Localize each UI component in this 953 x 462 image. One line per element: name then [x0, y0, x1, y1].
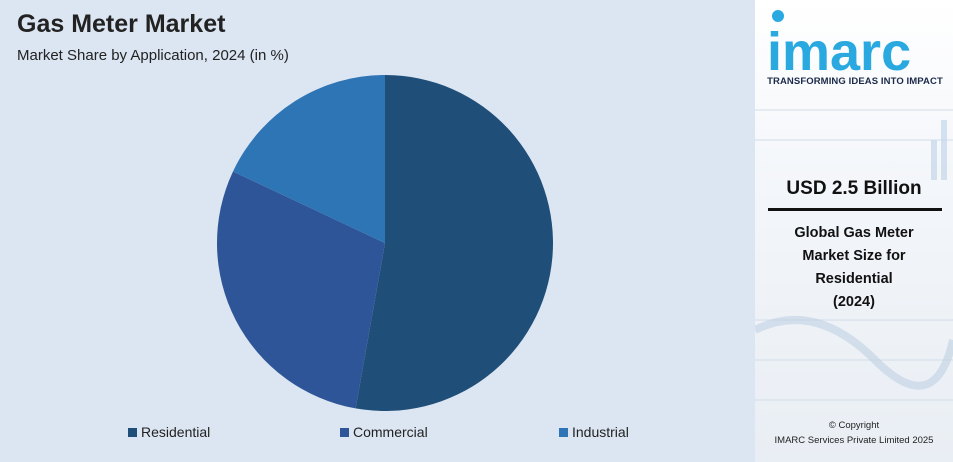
legend-label-residential: Residential — [141, 424, 211, 440]
pie-chart — [217, 74, 554, 411]
background-decoration — [755, 109, 953, 401]
copyright-line-2: IMARC Services Private Limited 2025 — [774, 435, 934, 446]
legend-swatch-commercial — [340, 427, 349, 437]
copyright-line-1: © Copyright — [828, 420, 880, 431]
chart-title: Gas Meter Market — [17, 10, 226, 38]
kpi-divider — [768, 208, 942, 211]
legend-item-commercial: Commercial — [340, 424, 428, 440]
kpi-desc-line-4: (2024) — [833, 294, 875, 310]
kpi-value: USD 2.5 Billion — [786, 178, 922, 199]
pie-slice-commercial — [217, 171, 385, 409]
logo-tagline: TRANSFORMING IDEAS INTO IMPACT — [767, 76, 943, 87]
copyright: © Copyright IMARC Services Private Limit… — [755, 418, 953, 448]
logo-wordmark: imarc — [767, 22, 911, 82]
kpi-desc-line-1: Global Gas Meter — [794, 225, 914, 241]
kpi-description: Global Gas Meter Market Size for Residen… — [755, 222, 953, 314]
kpi-desc-line-2: Market Size for — [802, 248, 906, 264]
pie-slice-industrial — [232, 74, 385, 243]
legend-item-industrial: Industrial — [559, 424, 629, 440]
chart-subtitle: Market Share by Application, 2024 (in %) — [17, 47, 289, 64]
pie-slice-residential — [355, 75, 554, 411]
legend-swatch-industrial — [559, 427, 568, 437]
chart-panel: Gas Meter Market Market Share by Applica… — [0, 0, 755, 462]
legend-swatch-residential — [128, 427, 137, 437]
legend-label-commercial: Commercial — [353, 424, 428, 440]
legend-label-industrial: Industrial — [572, 424, 629, 440]
info-sidebar: imarc TRANSFORMING IDEAS INTO IMPACT USD… — [755, 0, 953, 462]
legend-item-residential: Residential — [128, 424, 210, 440]
kpi-desc-line-3: Residential — [815, 271, 893, 287]
chart-legend: Residential Commercial Industrial — [0, 424, 755, 442]
imarc-logo: imarc — [767, 10, 911, 82]
